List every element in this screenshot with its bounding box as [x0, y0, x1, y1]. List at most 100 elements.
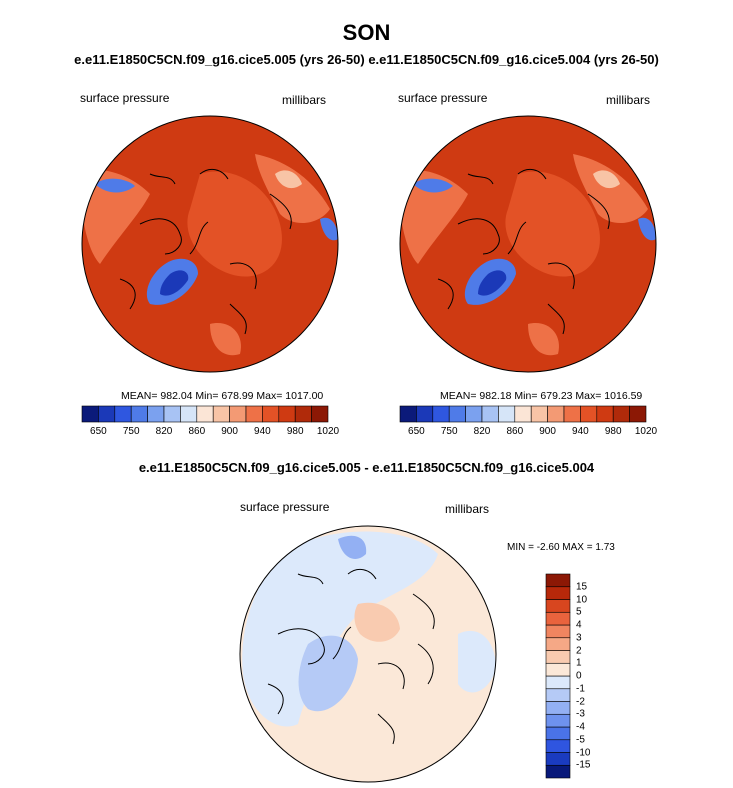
colorbar-box: [481, 405, 499, 423]
colorbar-box: [545, 599, 571, 613]
colorbar-tick-label: 1: [576, 657, 582, 669]
colorbar-tick-label: 0: [576, 670, 582, 682]
alaska-low: [95, 178, 135, 193]
colorbar-tick-label: 1020: [634, 426, 658, 437]
colorbar-tick-label: 4: [576, 619, 582, 631]
colorbar-box: [545, 586, 571, 600]
colorbar-box: [180, 405, 198, 423]
difference-colorbar-ticks: -15 -10 -5 -4 -3 -2 -1 0 1 2 3 4 5 10 15: [576, 574, 606, 778]
right-variable-label: surface pressure: [398, 91, 488, 105]
colorbar-tick-label: 2: [576, 645, 582, 656]
colorbar-tick-label: 940: [572, 426, 589, 437]
colorbar-box: [465, 405, 483, 423]
colorbar-box: [399, 405, 417, 423]
diff-units-label: millibars: [445, 502, 490, 516]
panel-case-titles: e.e11.E1850C5CN.f09_g16.cice5.005 (yrs 2…: [0, 52, 733, 67]
colorbar-tick-label: 750: [440, 426, 458, 437]
colorbar-box: [545, 752, 571, 766]
colorbar-tick-label: 860: [506, 426, 524, 437]
left-colorbar: [81, 405, 329, 423]
europe-field: [210, 323, 241, 356]
colorbar-tick-label: -10: [576, 747, 591, 758]
colorbar-box: [448, 405, 466, 423]
colorbar-box: [245, 405, 263, 423]
alaska-low: [413, 178, 453, 193]
colorbar-tick-label: 650: [90, 426, 107, 437]
colorbar-box: [432, 405, 450, 423]
greenland-core: [160, 270, 189, 296]
colorbar-box: [545, 764, 571, 779]
colorbar-tick-label: 940: [254, 426, 271, 437]
coastlines: [267, 568, 435, 745]
right-case-title: e.e11.E1850C5CN.f09_g16.cice5.004 (yrs 2…: [368, 52, 659, 67]
left-case-title: e.e11.E1850C5CN.f09_g16.cice5.005 (yrs 2…: [74, 52, 365, 67]
colorbar-tick-label: 650: [408, 426, 425, 437]
colorbar-box: [580, 405, 598, 423]
negative-region-2: [298, 635, 358, 712]
siberia-field: [255, 154, 330, 224]
canada-field: [82, 170, 150, 264]
map-border: [239, 525, 497, 783]
arctic-ocean-field: [505, 171, 600, 277]
diff-minmax: MIN = -2.60 MAX = 1.73: [507, 542, 615, 553]
greenland-core: [478, 270, 507, 296]
colorbar-tick-label: -2: [576, 696, 585, 707]
map-border: [81, 115, 339, 373]
himalaya-low: [320, 217, 338, 241]
colorbar-tick-label: 980: [604, 426, 622, 437]
colorbar-tick-label: -3: [576, 708, 585, 720]
colorbar-tick-label: 1020: [316, 426, 340, 437]
colorbar-tick-label: 3: [576, 632, 582, 644]
right-polar-map: [399, 115, 657, 373]
colorbar-tick-label: 10: [576, 594, 588, 605]
diff-variable-label: surface pressure: [240, 500, 330, 514]
colorbar-tick-label: -15: [576, 759, 591, 771]
figure-title: SON: [342, 20, 391, 45]
positive-region: [354, 602, 400, 642]
colorbar-box: [163, 405, 181, 423]
colorbar-tick-label: -5: [576, 734, 585, 746]
colorbar-tick-label: 860: [188, 426, 206, 437]
negative-region: [242, 531, 438, 727]
left-stats: MEAN= 982.04 Min= 678.99 Max= 1017.00: [121, 390, 324, 402]
colorbar-box: [612, 405, 630, 423]
coastlines: [437, 168, 610, 335]
colorbar-tick-label: -1: [576, 683, 585, 695]
left-polar-map: [81, 115, 339, 373]
colorbar-box: [545, 701, 571, 715]
difference-polar-map: [239, 525, 497, 783]
negative-region-4: [458, 630, 496, 693]
colorbar-box: [229, 405, 247, 423]
difference-title: e.e11.E1850C5CN.f09_g16.cice5.005 - e.e1…: [138, 460, 595, 475]
colorbar-box: [416, 405, 434, 423]
coastlines: [119, 168, 292, 335]
colorbar-tick-label: 980: [286, 426, 304, 437]
colorbar-box: [514, 405, 532, 423]
canada-field: [400, 170, 468, 264]
left-units-label: millibars: [282, 93, 327, 107]
arctic-ocean-field: [187, 171, 282, 277]
colorbar-tick-label: 820: [473, 426, 491, 437]
colorbar-box: [596, 405, 614, 423]
colorbar-box: [196, 405, 214, 423]
colorbar-box: [98, 405, 116, 423]
right-colorbar: [399, 405, 647, 423]
colorbar-box: [147, 405, 165, 423]
colorbar-box: [498, 405, 516, 423]
colorbar-box: [545, 611, 571, 626]
colorbar-box: [563, 405, 581, 423]
colorbar-box: [530, 405, 548, 423]
colorbar-tick-label: 900: [221, 426, 238, 437]
colorbar-box: [545, 662, 571, 677]
colorbar-box: [130, 405, 148, 423]
colorbar-tick-label: 900: [539, 426, 556, 437]
right-colorbar-ticks: 650 750 820 860 900 940 980 1020: [400, 426, 657, 440]
siberia-field: [573, 154, 648, 224]
colorbar-box: [278, 405, 296, 423]
siberia-pale: [593, 170, 620, 189]
left-variable-label: surface pressure: [80, 91, 170, 105]
colorbar-box: [545, 726, 571, 741]
negative-region-3: [338, 535, 367, 559]
siberia-pale: [275, 170, 302, 189]
colorbar-box: [547, 405, 565, 423]
